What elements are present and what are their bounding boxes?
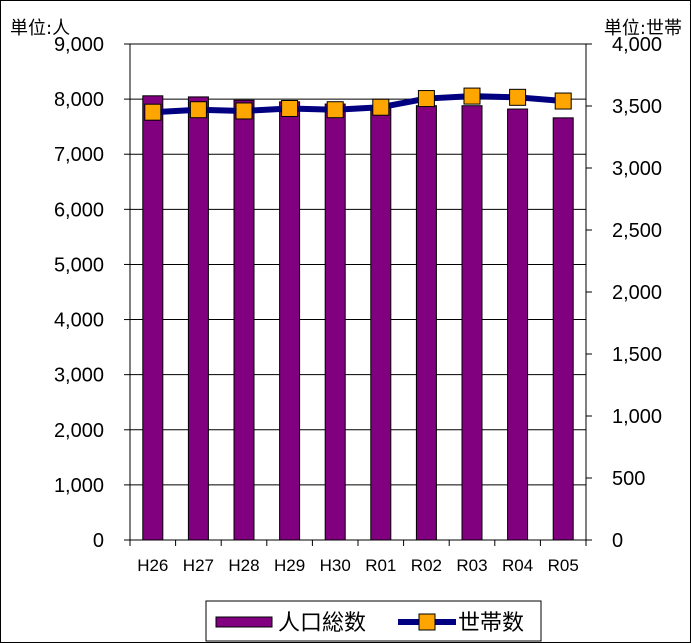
left-axis-tick-label: 9,000 bbox=[54, 34, 104, 56]
x-axis-tick-label: H28 bbox=[228, 556, 259, 575]
legend: 人口総数 世帯数 bbox=[205, 600, 542, 642]
line-point bbox=[281, 99, 299, 117]
line-point bbox=[417, 90, 435, 108]
right-axis-tick-label: 500 bbox=[612, 468, 645, 490]
x-axis-tick-label: H27 bbox=[183, 556, 214, 575]
right-axis-tick-label: 3,500 bbox=[612, 96, 662, 118]
right-axis-tick-label: 4,000 bbox=[612, 34, 662, 56]
x-axis-tick-label: R02 bbox=[411, 556, 442, 575]
left-axis-unit-label: 単位:人 bbox=[10, 18, 70, 39]
x-axis-tick-label: R01 bbox=[365, 556, 396, 575]
bar bbox=[370, 106, 392, 541]
right-axis-tick-label: 1,500 bbox=[612, 344, 662, 366]
legend-line-marker bbox=[418, 613, 436, 631]
right-axis: 0 500 1,000 1,500 2,000 2,500 3,000 3,500 4,000 bbox=[586, 34, 662, 552]
right-axis-tick-label: 3,000 bbox=[612, 158, 662, 180]
x-axis: H26 H27 H28 H29 H30 R01 R02 R03 R04 R05 bbox=[129, 540, 587, 575]
bar bbox=[279, 101, 301, 541]
left-axis-tick-label: 3,000 bbox=[54, 365, 104, 387]
line-point bbox=[463, 87, 481, 105]
right-axis-tick-label: 2,500 bbox=[612, 220, 662, 242]
x-axis-tick-label: R05 bbox=[548, 556, 579, 575]
line-point bbox=[509, 88, 527, 106]
left-axis: 0 1,000 2,000 3,000 4,000 5,000 6,000 7,000 8,00… bbox=[54, 34, 130, 552]
left-axis-tick-label: 7,000 bbox=[54, 144, 104, 166]
line-point bbox=[554, 92, 572, 110]
x-axis-tick-label: R03 bbox=[456, 556, 487, 575]
left-axis-tick-label: 5,000 bbox=[54, 254, 104, 276]
left-axis-tick-label: 1,000 bbox=[54, 475, 104, 497]
line-point bbox=[326, 101, 344, 119]
series-line bbox=[152, 93, 564, 116]
line-point bbox=[235, 102, 253, 120]
bar bbox=[552, 117, 574, 541]
legend-bar-label: 人口総数 bbox=[278, 611, 366, 636]
right-axis-unit-label: 単位:世帯 bbox=[604, 18, 682, 39]
left-axis-tick-label: 2,000 bbox=[54, 420, 104, 442]
bar bbox=[461, 105, 483, 541]
left-axis-tick-label: 0 bbox=[93, 530, 104, 552]
x-axis-tick-label: H30 bbox=[320, 556, 351, 575]
bar bbox=[187, 96, 209, 541]
x-axis-tick-label: H26 bbox=[137, 556, 168, 575]
bar-series bbox=[142, 95, 574, 541]
line-point bbox=[189, 101, 207, 119]
x-axis-tick-label: R04 bbox=[502, 556, 533, 575]
bar bbox=[142, 95, 164, 541]
legend-bar-swatch bbox=[215, 616, 273, 628]
bar bbox=[507, 108, 529, 541]
bar bbox=[324, 103, 346, 541]
left-axis-tick-label: 8,000 bbox=[54, 89, 104, 111]
left-axis-tick-label: 4,000 bbox=[54, 310, 104, 332]
bar bbox=[233, 99, 255, 541]
left-axis-tick-label: 6,000 bbox=[54, 199, 104, 221]
line-point bbox=[144, 103, 162, 121]
line-series bbox=[144, 87, 572, 121]
bar bbox=[415, 105, 437, 541]
legend-line-label: 世帯数 bbox=[458, 611, 524, 636]
right-axis-tick-label: 0 bbox=[612, 530, 623, 552]
right-axis-tick-label: 2,000 bbox=[612, 282, 662, 304]
right-axis-tick-label: 1,000 bbox=[612, 406, 662, 428]
x-axis-tick-label: H29 bbox=[274, 556, 305, 575]
line-point bbox=[372, 98, 390, 116]
